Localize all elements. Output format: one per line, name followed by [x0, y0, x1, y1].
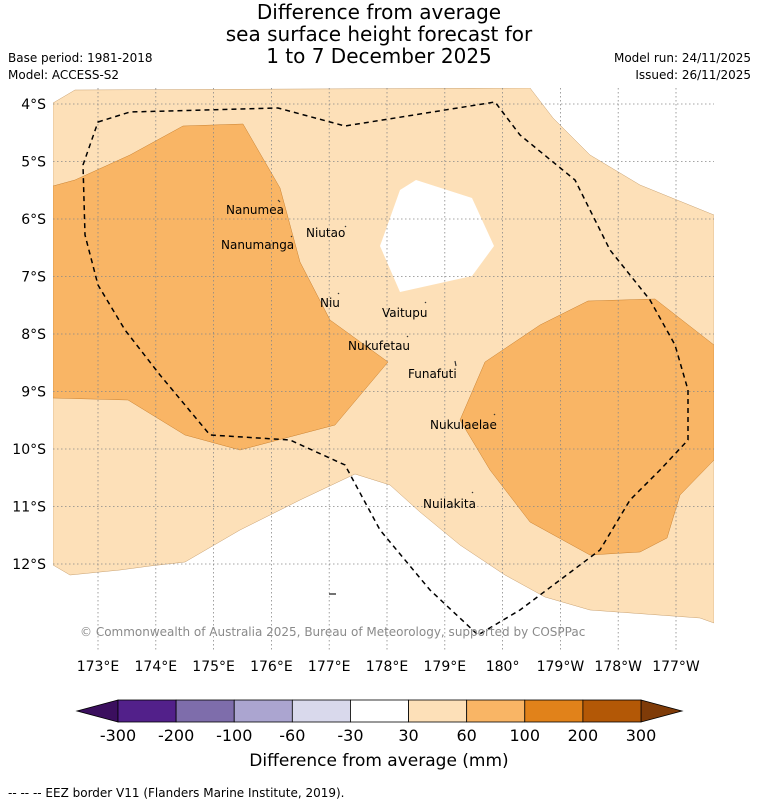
colorbar: -300 -200 -100 -60 -30 30 60 100 200 300 [75, 699, 684, 745]
latitude-label: 6°S [21, 212, 46, 228]
title-line-1: Difference from average [256, 0, 502, 24]
longitude-label: 175°E [192, 659, 235, 675]
longitude-label: 174°E [135, 659, 178, 675]
latitude-label: 9°S [21, 385, 46, 401]
colorbar-cell [582, 699, 642, 723]
longitude-label: 176°E [250, 659, 293, 675]
colorbar-tick-label: 200 [568, 726, 599, 745]
colorbar-tick-label: 60 [456, 726, 476, 745]
nukulaelae-island [493, 413, 496, 416]
longitude-label: 178°E [366, 659, 409, 675]
nukufetau-island [406, 335, 409, 338]
place-label-niutao: Niutao [306, 226, 345, 240]
funafuti-island [454, 360, 457, 367]
colorbar-tick-label: 300 [626, 726, 657, 745]
colorbar-tick-label: -60 [279, 726, 305, 745]
place-label-nanumanga: Nanumanga [221, 238, 294, 252]
latitude-label: 4°S [21, 97, 46, 113]
model-name: Model: ACCESS-S2 [8, 68, 120, 82]
latitude-label: 10°S [12, 442, 46, 458]
colorbar-tick-label: 30 [398, 726, 418, 745]
latitude-label: 12°S [12, 557, 46, 573]
place-label-nukulaelae: Nukulaelae [430, 418, 497, 432]
latitude-label: 5°S [21, 155, 46, 171]
longitude-label: 177°W [652, 659, 700, 675]
latitude-label: 8°S [21, 327, 46, 343]
latitude-label: 7°S [21, 270, 46, 286]
colorbar-tick-label: -30 [337, 726, 363, 745]
nuilakita-island [471, 491, 474, 494]
title-line-3: 1 to 7 December 2025 [266, 44, 492, 68]
place-markers [277, 199, 496, 494]
latitude-labels: 4°S 5°S 6°S 7°S 8°S 9°S 10°S 11°S 12°S [12, 97, 46, 573]
colorbar-cell [233, 699, 293, 723]
map-area: Nanumea Nanumanga Niutao Niu Vaitupu Nuk… [53, 88, 714, 650]
colorbar-tick-label: -200 [158, 726, 194, 745]
colorbar-cell [350, 699, 409, 723]
colorbar-cell [117, 699, 177, 723]
eez-border [82, 101, 689, 636]
colorbar-tick-label: 100 [510, 726, 541, 745]
colorbar-cell [291, 699, 351, 723]
longitude-label: 177°E [308, 659, 351, 675]
nanumea-island [277, 199, 281, 203]
longitude-labels: 173°E 174°E 175°E 176°E 177°E 178°E 179°E 180° 1… [77, 659, 700, 675]
issued-date: Issued: 26/11/2025 [635, 68, 751, 82]
nanumanga-island [290, 235, 293, 238]
anomaly-neutral-pocket [380, 180, 494, 292]
copyright-notice: © Commonwealth of Australia 2025, Bureau… [80, 625, 585, 639]
colorbar-cell [466, 699, 526, 723]
place-label-niu: Niu [320, 296, 340, 310]
latitude-label: 11°S [12, 500, 46, 516]
colorbar-cell [408, 699, 468, 723]
colorbar-tick-label: -300 [100, 726, 136, 745]
place-label-funafuti: Funafuti [408, 367, 457, 381]
colorbar-label: Difference from average (mm) [249, 751, 508, 771]
model-run: Model run: 24/11/2025 [613, 51, 751, 65]
place-label-vaitupu: Vaitupu [382, 306, 428, 320]
longitude-label: 179°E [424, 659, 467, 675]
title-line-2: sea surface height forecast for [225, 22, 533, 46]
niu-island [337, 292, 340, 295]
eez-legend-note: -- -- -- EEZ border V11 (Flanders Marine… [8, 786, 345, 800]
colorbar-extension-high [640, 699, 684, 723]
longitude-label: 178°W [594, 659, 642, 675]
place-label-nanumea: Nanumea [226, 203, 284, 217]
niutao-island [344, 225, 347, 228]
colorbar-tick-label: -100 [216, 726, 252, 745]
anomaly-60-100-west-lobe [53, 123, 389, 451]
longitude-label: 180° [486, 659, 520, 675]
longitude-label: 179°W [537, 659, 585, 675]
colorbar-cell [524, 699, 584, 723]
vaitupu-island [424, 301, 427, 304]
colorbar-cell [175, 699, 235, 723]
longitude-label: 173°E [77, 659, 120, 675]
place-label-nuilakita: Nuilakita [423, 497, 476, 511]
place-label-nukufetau: Nukufetau [348, 339, 410, 353]
colorbar-extension-low [75, 699, 119, 723]
anomaly-60-100-east-lobe [459, 298, 714, 556]
base-period: Base period: 1981-2018 [8, 51, 153, 65]
